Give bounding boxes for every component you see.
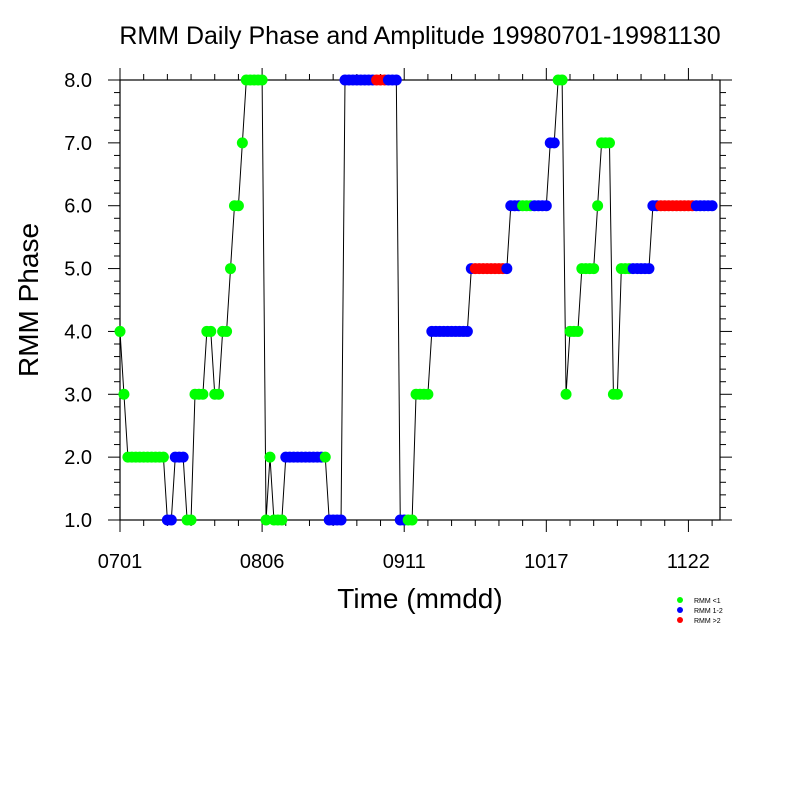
data-point [588,263,600,275]
y-tick-label: 1.0 [64,510,92,532]
x-axis-label: Time (mmdd) [337,583,502,614]
legend: RMM <1 RMM 1-2 RMM >2 [677,597,723,625]
plot-frame [119,79,721,521]
data-point [556,74,568,86]
data-point [165,514,177,526]
data-point [706,200,718,212]
data-point [225,263,237,275]
legend-label: RMM >2 [694,618,721,625]
x-tick-label: 1017 [524,551,569,573]
y-axis-label: RMM Phase [13,223,44,377]
y-tick-label: 4.0 [64,321,92,343]
data-point [276,514,288,526]
data-point [264,451,276,463]
chart-title: RMM Daily Phase and Amplitude 19980701-1… [119,22,720,50]
legend-marker [677,607,683,613]
data-point [390,74,402,86]
data-point [548,137,560,149]
x-tick-label: 0701 [98,551,143,573]
data-point [260,514,272,526]
y-tick-label: 6.0 [64,196,92,218]
y-tick-label: 7.0 [64,133,92,155]
data-point [185,514,197,526]
x-tick-label: 0911 [383,551,426,573]
data-point [236,137,248,149]
legend-label: RMM <1 [694,598,721,605]
data-point [611,388,623,400]
y-tick-label: 8.0 [64,70,92,92]
y-tick-label: 2.0 [64,447,92,469]
data-point [205,325,217,337]
data-point [501,263,513,275]
data-point [157,451,169,463]
data-point [406,514,418,526]
data-point [256,74,268,86]
data-point [540,200,552,212]
data-point [114,325,126,337]
data-point [422,388,434,400]
data-point [221,325,233,337]
data-point [213,388,225,400]
data-point [572,325,584,337]
data-point [232,200,244,212]
legend-label: RMM 1-2 [694,608,723,615]
y-tick-label: 3.0 [64,384,92,406]
data-point [197,388,209,400]
plot-area: 0701 0806 0911 1017 1122 1.0 2.0 3.0 4.0 5.0 6.0 7.… [64,68,732,573]
x-tick-label: 1122 [667,551,710,573]
data-point [118,388,130,400]
data-point [319,451,331,463]
data-point [643,263,655,275]
data-point [335,514,347,526]
y-tick-label: 5.0 [64,259,92,281]
data-point [461,325,473,337]
legend-marker [677,597,683,603]
phase-line [119,79,713,521]
data-point [177,451,189,463]
x-tick-label: 0806 [240,551,285,573]
data-point [560,388,572,400]
legend-marker [677,617,683,623]
data-point [603,137,615,149]
data-point [592,200,604,212]
